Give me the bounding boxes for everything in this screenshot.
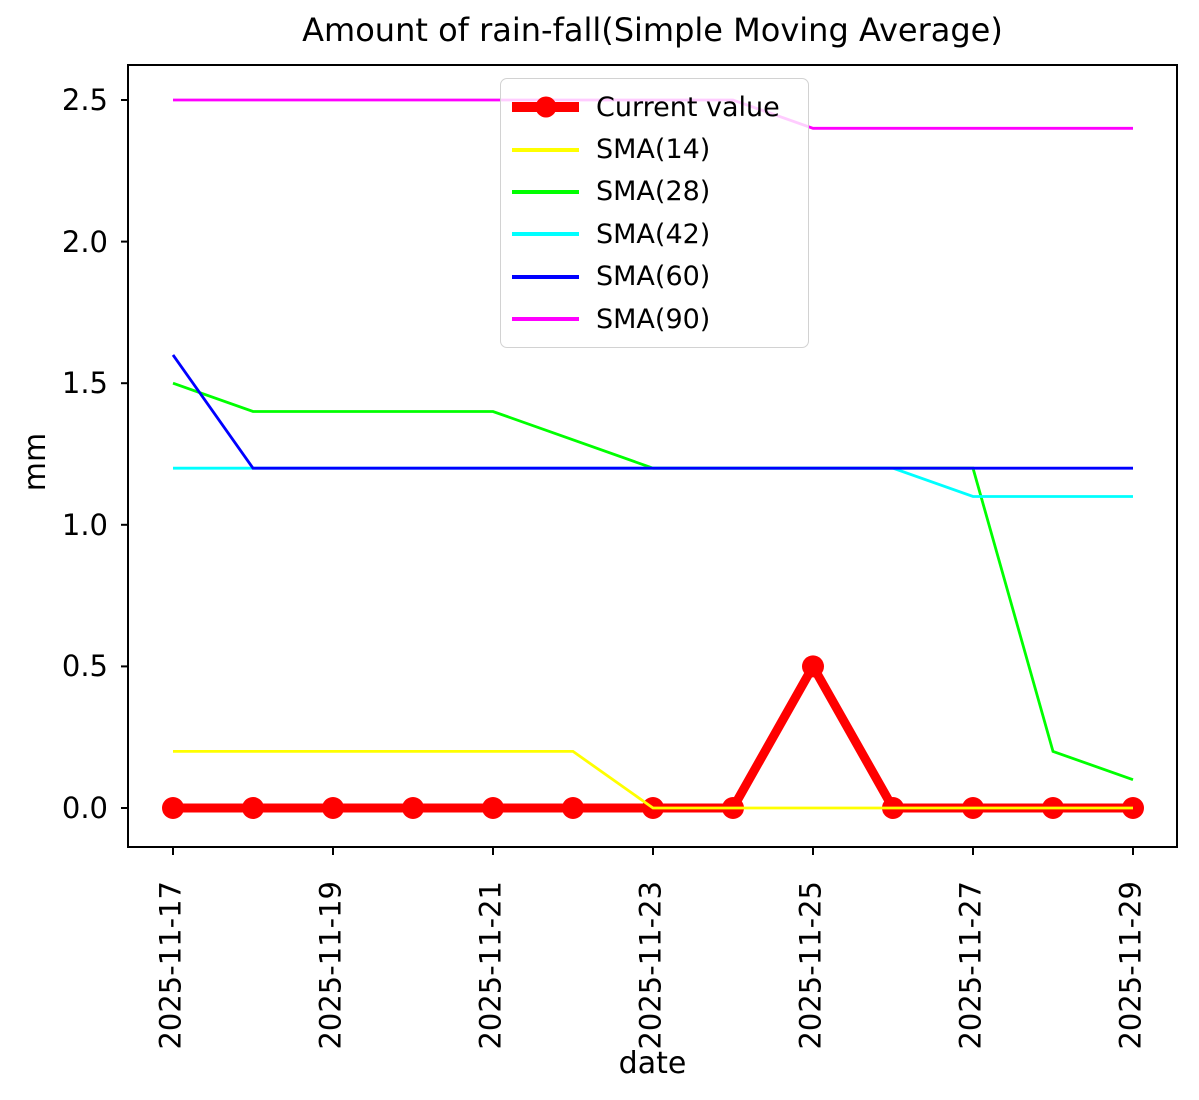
legend-label: SMA(14) (596, 134, 711, 166)
series-line-sma-60 (171, 354, 1133, 470)
legend-label: SMA(42) (596, 218, 711, 250)
y-tick-label: 2.5 (61, 83, 108, 117)
legend-row-current-value: Current value (501, 86, 808, 128)
legend-marker-dot-icon (535, 96, 556, 118)
legend-label: Current value (596, 91, 780, 123)
series-marker-current-value (482, 797, 504, 819)
legend-row-sma-60: SMA(60) (501, 256, 808, 298)
legend-row-sma-42: SMA(42) (501, 213, 808, 255)
legend-label: SMA(90) (596, 303, 711, 335)
legend-row-sma-14: SMA(14) (501, 128, 808, 170)
y-tick-label: 1.5 (61, 366, 108, 401)
y-tick-label: 1.0 (61, 507, 108, 542)
x-tick-label: 2025-11-17 (154, 881, 188, 1050)
legend-line-sample-icon (512, 307, 579, 331)
y-tick-label: 0.5 (61, 649, 108, 684)
x-tick-label: 2025-11-21 (474, 881, 508, 1050)
legend-line-sample-icon (512, 265, 579, 289)
series-line-sma-42 (173, 466, 1133, 498)
series-marker-current-value (562, 797, 584, 819)
y-tick-label: 0.0 (61, 791, 108, 825)
series-line-current-value (173, 657, 1133, 813)
legend-line-sample-icon (512, 138, 579, 162)
x-tick-label: 2025-11-25 (794, 881, 828, 1050)
x-axis-label: date (618, 1046, 687, 1081)
series-marker-current-value (802, 655, 824, 678)
legend-label: SMA(60) (596, 261, 711, 293)
chart-title: Amount of rain-fall(Simple Moving Averag… (302, 11, 1003, 49)
series-marker-current-value (402, 797, 424, 819)
legend-line-sample-icon (512, 180, 579, 204)
series-marker-current-value (322, 797, 344, 819)
legend-line-sample-icon (512, 95, 579, 119)
series-line-sma-14 (173, 750, 1133, 810)
legend-row-sma-28: SMA(28) (501, 171, 808, 213)
series-line-sma-28 (172, 381, 1134, 782)
legend-box: Current value SMA(14) SMA(28) SMA(42) SMA(60… (500, 78, 809, 348)
x-tick-label: 2025-11-23 (634, 881, 668, 1050)
legend-row-sma-90: SMA(90) (501, 298, 808, 340)
legend-line-sample-icon (512, 222, 579, 246)
x-tick-label: 2025-11-29 (1114, 881, 1148, 1050)
y-axis-label: mm (17, 432, 53, 492)
series-marker-current-value (242, 797, 264, 819)
series-marker-current-value (162, 797, 184, 819)
legend-label: SMA(28) (596, 176, 711, 208)
y-tick-label: 2.0 (61, 224, 108, 259)
x-tick-label: 2025-11-27 (954, 881, 988, 1050)
x-tick-label: 2025-11-19 (314, 881, 348, 1050)
